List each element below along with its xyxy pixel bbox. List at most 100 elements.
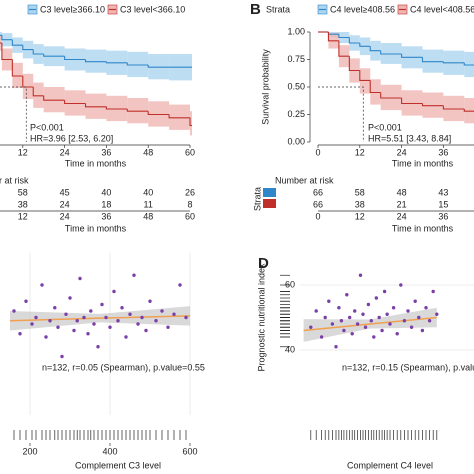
risk-time-label: 36 <box>101 211 111 221</box>
point <box>337 306 341 310</box>
x-tick-label: 36 <box>101 147 111 157</box>
point <box>120 306 124 310</box>
survival-step <box>401 98 423 105</box>
point <box>178 283 182 287</box>
legend-label: C3 level<366.10 <box>120 4 185 14</box>
annotation: P<0.001 <box>368 122 402 132</box>
point <box>53 306 57 310</box>
x-tick-label: 48 <box>143 147 153 157</box>
survival-step <box>22 76 34 88</box>
point <box>60 354 64 359</box>
legend-label: C4 level≥408.56 <box>330 4 395 14</box>
survival-step <box>348 37 360 44</box>
point <box>44 335 48 339</box>
risk-count: 8 <box>187 199 192 209</box>
survival-step <box>11 39 23 46</box>
survival-step <box>43 54 65 57</box>
point <box>417 315 421 320</box>
survival-step <box>147 111 170 116</box>
median-line <box>0 86 27 142</box>
survival-step <box>147 65 170 68</box>
point <box>34 315 38 320</box>
x-axis-title: Complement C3 level <box>75 460 161 470</box>
point <box>132 273 136 277</box>
x-tick-label: 24 <box>397 147 407 157</box>
risk-time-label: 0 <box>315 211 320 221</box>
survival-step <box>43 95 65 101</box>
point <box>358 273 363 277</box>
point <box>327 299 331 303</box>
confidence-band <box>422 49 444 73</box>
risk-count: 43 <box>438 187 448 197</box>
risk-time-label: 36 <box>438 211 448 221</box>
point <box>86 332 90 336</box>
x-tick-label: 600 <box>182 446 197 456</box>
survival-step <box>126 62 149 66</box>
risk-time-label: 12 <box>355 211 365 221</box>
x-tick-label: 12 <box>355 147 365 157</box>
point <box>334 345 338 349</box>
risk-count: 58 <box>355 187 365 197</box>
point <box>92 322 96 326</box>
point <box>112 289 116 294</box>
x-tick-label: 60 <box>185 147 195 157</box>
survival-step <box>189 117 192 127</box>
point <box>96 345 100 349</box>
legend-label: C3 level≥366.10 <box>40 4 105 14</box>
risk-count: 58 <box>18 187 28 197</box>
x-tick-label: 12 <box>18 147 28 157</box>
survival-step <box>463 109 474 112</box>
point <box>309 325 313 329</box>
point <box>380 328 384 333</box>
y-tick-label: 40 <box>285 344 295 354</box>
risk-count: 48 <box>397 187 407 197</box>
x-axis-title: Complement C4 level <box>347 460 433 470</box>
survival-step <box>64 100 86 105</box>
survival-step <box>359 43 371 47</box>
point <box>402 319 407 323</box>
point <box>82 315 86 320</box>
point <box>48 319 52 323</box>
y-tick-label: 0.25 <box>287 109 305 119</box>
point <box>427 319 432 323</box>
risk-x-title: Time in months <box>65 223 127 233</box>
point <box>345 293 349 297</box>
point <box>391 306 396 310</box>
survival-step <box>327 32 339 42</box>
risk-count: 40 <box>143 187 153 197</box>
survival-step <box>1 35 13 41</box>
point <box>18 332 22 336</box>
point <box>78 276 82 281</box>
survival-step <box>32 49 44 55</box>
risk-count: 40 <box>101 187 111 197</box>
strata-swatch <box>263 188 276 197</box>
point <box>431 289 435 294</box>
point <box>89 309 93 313</box>
point <box>382 289 387 294</box>
point <box>353 309 357 313</box>
point <box>72 328 76 333</box>
point <box>350 332 354 336</box>
y-tick-label: 0.00 <box>287 136 305 146</box>
survival-step <box>64 56 86 61</box>
point <box>136 322 140 326</box>
point <box>40 283 44 287</box>
annotation: HR=3.96 [2.53, 6.20] <box>30 133 113 143</box>
risk-count: 24 <box>60 199 70 209</box>
survival-step <box>348 56 360 72</box>
survival-step <box>105 106 128 110</box>
risk-table-title: Number at risk <box>0 175 29 185</box>
point <box>56 325 60 329</box>
point <box>148 299 152 303</box>
survival-step <box>168 114 190 119</box>
point <box>366 302 371 307</box>
x-tick-label: 200 <box>22 446 37 456</box>
point <box>75 319 79 323</box>
annotation: HR=5.51 [3.43, 8.84] <box>368 133 451 143</box>
point <box>184 315 188 320</box>
survival-step <box>84 103 107 108</box>
strata-label: Strata <box>252 187 262 211</box>
point <box>323 315 327 320</box>
risk-count: 66 <box>313 199 323 209</box>
fit-line <box>9 315 191 322</box>
